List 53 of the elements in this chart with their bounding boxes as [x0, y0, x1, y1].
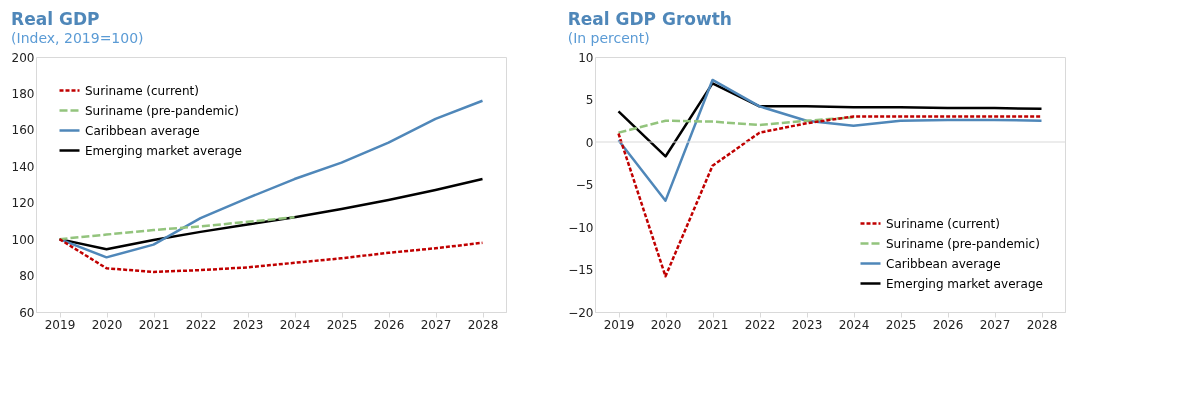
legend-label: Caribbean average [886, 256, 1001, 271]
x-tick-label: 2021 [138, 317, 170, 332]
x-tick-label: 2027 [979, 317, 1011, 332]
x-tick-label: 2020 [91, 317, 123, 332]
y-tick-label: 5 [585, 93, 594, 107]
legend-label: Suriname (pre-pandemic) [85, 103, 239, 118]
y-tick-label: 200 [11, 50, 35, 65]
legend-label: Suriname (current) [85, 83, 199, 98]
y-tick-label: −10 [568, 220, 594, 235]
chart-title: Real GDP Growth [567, 9, 732, 29]
line-series [58, 237, 484, 274]
x-tick-label: 2023 [232, 317, 264, 332]
legend-label: Suriname (current) [886, 216, 1000, 231]
legend-label: Suriname (pre-pandemic) [886, 236, 1040, 251]
y-tick-label: 0 [585, 135, 594, 150]
x-tick-label: 2024 [838, 317, 870, 332]
x-tick-label: 2024 [279, 317, 311, 332]
x-tick-label: 2020 [650, 317, 682, 332]
x-tick-label: 2027 [420, 317, 452, 332]
x-tick-label: 2026 [932, 317, 964, 332]
x-tick-label: 2019 [44, 317, 76, 332]
line-series [617, 78, 1043, 202]
x-tick-label: 2022 [185, 317, 217, 332]
chart-subtitle: (Index, 2019=100) [11, 30, 144, 46]
legend-label: Caribbean average [85, 123, 200, 138]
chart-subtitle: (In percent) [567, 30, 650, 46]
line-series [617, 116, 855, 134]
y-tick-label: 80 [19, 269, 35, 284]
x-tick-label: 2028 [467, 317, 499, 332]
line-series [617, 115, 1043, 278]
y-tick-label: −5 [575, 178, 594, 192]
x-tick-label: 2022 [744, 317, 776, 332]
x-tick-label: 2025 [885, 317, 917, 332]
x-tick-label: 2023 [791, 317, 823, 332]
y-tick-label: 120 [11, 196, 35, 211]
y-tick-label: 180 [11, 86, 35, 101]
y-tick-label: 160 [11, 123, 35, 138]
legend-label: Emerging market average [85, 143, 242, 158]
x-tick-label: 2019 [603, 317, 635, 332]
y-tick-label: 10 [578, 50, 594, 65]
chart-title: Real GDP [11, 9, 100, 29]
y-tick-label: 140 [11, 159, 35, 174]
legend-label: Emerging market average [886, 276, 1043, 291]
x-tick-label: 2026 [373, 317, 405, 332]
line-series [58, 216, 296, 241]
x-tick-label: 2025 [326, 317, 358, 332]
y-tick-label: −20 [568, 305, 594, 320]
y-tick-label: 60 [19, 305, 35, 320]
x-tick-label: 2021 [697, 317, 729, 332]
y-tick-label: −15 [568, 263, 594, 277]
line-series [617, 82, 1043, 158]
x-tick-label: 2028 [1026, 317, 1058, 332]
y-tick-label: 100 [11, 232, 35, 247]
